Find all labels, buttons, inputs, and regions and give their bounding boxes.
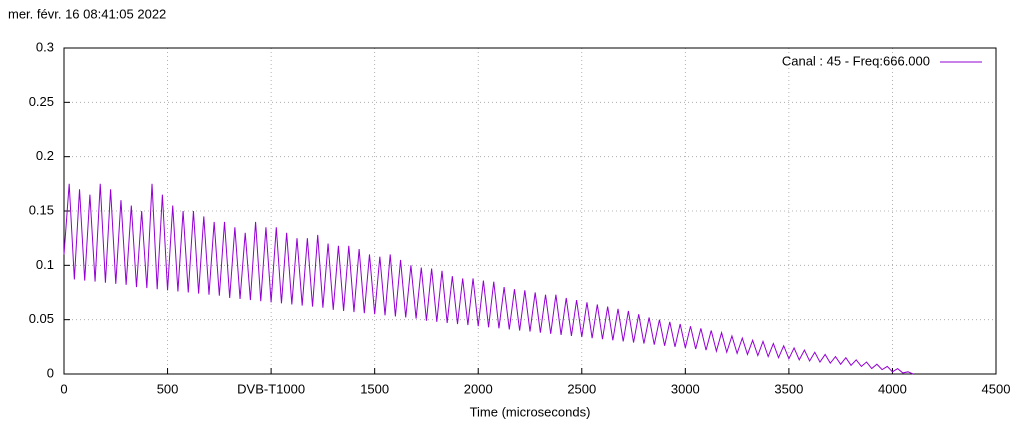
y-tick-label: 0.05: [29, 311, 54, 326]
x-tick-label: DVB-T1000: [237, 381, 305, 396]
y-tick-label: 0.15: [29, 202, 54, 217]
timestamp: mer. févr. 16 08:41:05 2022: [8, 6, 166, 21]
x-tick-label: 4500: [982, 381, 1011, 396]
y-tick-label: 0.25: [29, 94, 54, 109]
y-tick-label: 0: [47, 365, 54, 380]
x-axis-label: Time (microseconds): [470, 404, 591, 419]
x-tick-label: 4000: [878, 381, 907, 396]
x-tick-label: 2000: [464, 381, 493, 396]
y-tick-label: 0.2: [36, 148, 54, 163]
x-tick-label: 2500: [567, 381, 596, 396]
x-tick-label: 3500: [774, 381, 803, 396]
x-tick-label: 0: [60, 381, 67, 396]
y-tick-label: 0.1: [36, 257, 54, 272]
data-line: [63, 183, 914, 375]
x-tick-label: 3000: [671, 381, 700, 396]
plot-frame: [63, 47, 997, 375]
legend-label: Canal : 45 - Freq:666.000: [782, 53, 930, 68]
y-tick-label: 0.3: [36, 39, 54, 54]
x-tick-label: 500: [157, 381, 179, 396]
x-tick-label: 1500: [360, 381, 389, 396]
